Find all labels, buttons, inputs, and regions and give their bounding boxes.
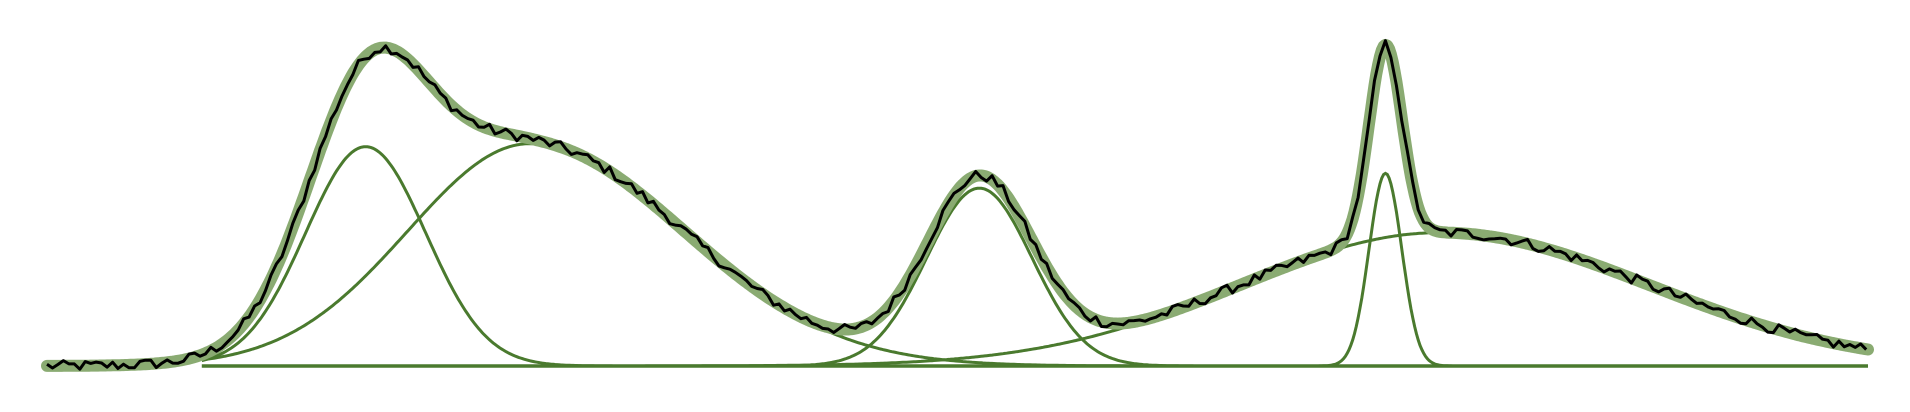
component-curve-1 — [201, 145, 665, 368]
measured-data-line — [46, 39, 1868, 371]
component-curve-3 — [717, 186, 1242, 368]
component-curve-2 — [201, 142, 1302, 368]
component-curve-5 — [394, 231, 1869, 368]
fit-envelope-line — [41, 38, 1874, 372]
component-curve-4 — [1305, 171, 1466, 368]
